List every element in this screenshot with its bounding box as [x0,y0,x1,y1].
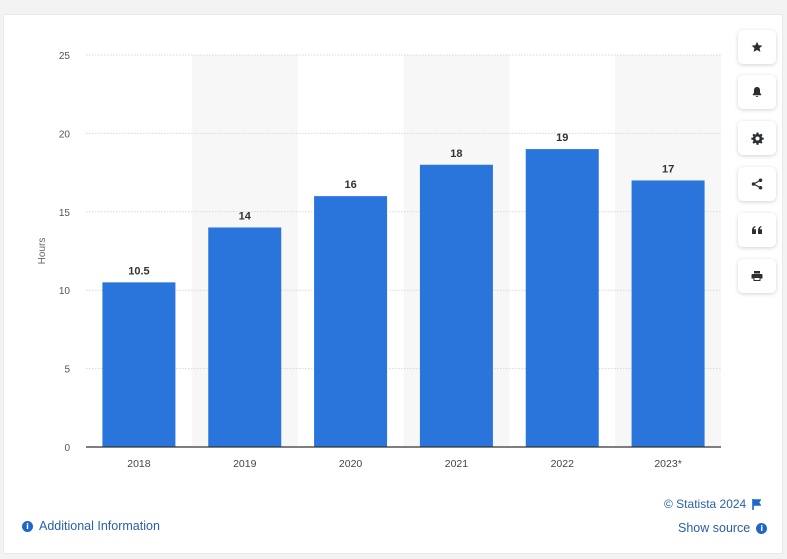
bar[interactable] [631,180,705,447]
y-tick-label: 25 [59,51,71,62]
y-tick-label: 20 [59,129,71,140]
bell-icon [752,87,762,97]
data-label: 17 [662,163,674,175]
bar[interactable] [525,149,599,447]
flag-icon [752,498,762,510]
bar[interactable] [419,164,493,447]
notification-button[interactable] [738,75,776,109]
star-icon [751,41,763,52]
gear-icon [750,132,764,145]
credit-text: © Statista 2024 [664,497,747,511]
x-tick-label: 2021 [445,458,469,470]
y-tick-label: 0 [64,443,70,454]
print-button[interactable] [738,259,776,293]
share-icon [751,178,763,190]
settings-button[interactable] [738,121,776,155]
y-tick-label: 5 [64,365,70,376]
info-icon: i [756,522,768,534]
x-tick-label: 2019 [233,458,257,470]
statista-credit[interactable]: © Statista 2024 [664,497,762,511]
show-source-link[interactable]: Show source i [678,521,768,535]
share-button[interactable] [738,167,776,201]
x-tick-label: 2018 [127,458,151,470]
cite-button[interactable] [738,213,776,247]
info-icon: i [22,520,33,532]
quote-icon [752,226,762,234]
data-label: 16 [344,179,356,191]
x-tick-label: 2022 [551,458,575,470]
y-axis-title: Hours [37,238,48,265]
x-tick-label: 2023* [654,458,681,470]
additional-information-label: Additional Information [39,519,160,533]
favorite-button[interactable] [738,30,776,64]
show-source-label: Show source [678,521,751,535]
data-label: 10.5 [128,265,149,277]
data-label: 18 [450,148,462,160]
y-tick-label: 15 [59,208,71,219]
additional-information-link[interactable]: i Additional Information [22,519,160,533]
x-tick-label: 2020 [339,458,363,470]
bar[interactable] [102,282,176,447]
bar[interactable] [314,196,388,447]
bar[interactable] [208,227,282,447]
data-label: 19 [556,132,568,144]
data-label: 14 [239,210,252,222]
print-icon [751,271,763,281]
y-tick-label: 10 [59,286,71,297]
